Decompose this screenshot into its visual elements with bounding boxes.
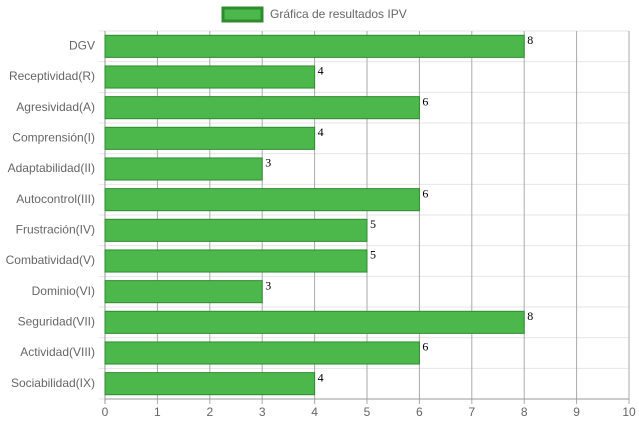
- bar: [104, 34, 525, 58]
- value-label: 3: [265, 156, 271, 170]
- value-label: 8: [527, 33, 533, 47]
- bar: [104, 310, 525, 334]
- bar: [104, 372, 316, 396]
- y-tick-label: Seguridad(VII): [18, 315, 95, 329]
- x-tick-label: 2: [206, 405, 213, 419]
- y-tick-label: Combatividad(V): [6, 253, 95, 267]
- value-label: 5: [370, 217, 376, 231]
- value-label: 3: [265, 278, 271, 292]
- x-tick-label: 8: [521, 405, 528, 419]
- x-tick-label: 5: [364, 405, 371, 419]
- x-tick-label: 4: [311, 405, 318, 419]
- y-tick-label: Comprensión(I): [12, 131, 95, 145]
- legend-label: Gráfica de resultados IPV: [270, 7, 407, 21]
- value-label: 8: [527, 309, 533, 323]
- y-tick-label: Sociabilidad(IX): [11, 376, 95, 390]
- value-label: 6: [422, 340, 428, 354]
- value-label: 6: [422, 186, 428, 200]
- bar: [104, 218, 368, 242]
- y-tick-label: Dominio(VI): [32, 284, 95, 298]
- value-label: 4: [318, 64, 324, 78]
- x-tick-label: 3: [259, 405, 266, 419]
- x-tick-label: 6: [416, 405, 423, 419]
- x-tick-label: 9: [573, 405, 580, 419]
- x-tick-label: 0: [102, 405, 109, 419]
- y-tick-label: DGV: [69, 39, 95, 53]
- value-label: 6: [422, 94, 428, 108]
- bar: [104, 188, 420, 212]
- y-tick-label: Actividad(VIII): [20, 345, 95, 359]
- x-tick-label: 1: [154, 405, 161, 419]
- legend-swatch: [221, 6, 264, 23]
- bar: [104, 157, 263, 181]
- value-label: 5: [370, 248, 376, 262]
- y-tick-label: Frustración(IV): [16, 223, 95, 237]
- x-tick-label: 10: [622, 405, 636, 419]
- y-tick-label: Receptividad(R): [9, 69, 95, 83]
- bar: [104, 280, 263, 304]
- y-tick-label: Autocontrol(III): [16, 192, 95, 206]
- y-tick-label: Agresividad(A): [16, 100, 95, 114]
- bar: [104, 341, 420, 365]
- bar: [104, 126, 316, 150]
- value-label: 4: [318, 125, 324, 139]
- bar: [104, 65, 316, 89]
- value-label: 4: [318, 370, 324, 384]
- bar: [104, 96, 420, 120]
- x-tick-label: 7: [468, 405, 475, 419]
- bar: [104, 249, 368, 273]
- y-tick-label: Adaptabilidad(II): [8, 161, 95, 175]
